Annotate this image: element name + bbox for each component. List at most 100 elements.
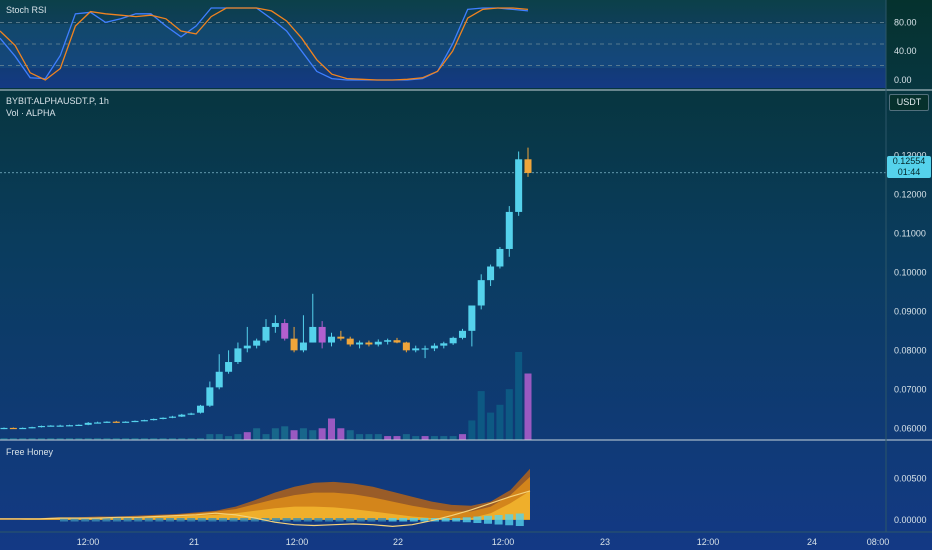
candle-body <box>402 342 410 351</box>
time-tick-label: 12:00 <box>697 537 720 547</box>
honey-tick-label: 0.00000 <box>894 515 927 525</box>
candle-body <box>253 340 261 346</box>
candle-body <box>9 427 17 430</box>
candle-body <box>365 342 373 345</box>
honey-histogram-bar <box>452 518 461 522</box>
honey-title: Free Honey <box>6 447 54 457</box>
honey-histogram-bar <box>515 513 524 527</box>
candle-body <box>0 427 8 430</box>
volume-bar <box>309 430 317 440</box>
candle-body <box>440 343 448 346</box>
volume-bar <box>140 438 148 440</box>
honey-area <box>0 476 530 520</box>
volume-bar <box>421 436 429 440</box>
volume-bar <box>47 438 55 440</box>
volume-bar <box>206 434 214 440</box>
candle-body <box>206 387 214 406</box>
honey-histogram-bar <box>187 518 196 522</box>
volume-bar <box>56 438 64 440</box>
volume-bar <box>9 438 17 440</box>
candle-body <box>131 420 139 423</box>
candle-body <box>19 427 27 430</box>
volume-bar <box>449 436 457 440</box>
stoch-k-line <box>0 7 529 81</box>
volume-bar <box>178 438 186 440</box>
honey-histogram-bar <box>219 518 227 522</box>
candle-body <box>505 211 513 249</box>
stoch-d-line <box>0 7 529 81</box>
stoch-tick-label: 0.00 <box>894 75 912 85</box>
honey-histogram-bar <box>282 518 291 522</box>
candle-body <box>271 323 279 327</box>
honey-histogram-bar <box>123 518 132 522</box>
volume-bar <box>515 352 523 440</box>
volume-bar <box>346 430 354 440</box>
honey-histogram-bar <box>335 518 344 522</box>
honey-histogram-bar <box>409 518 418 522</box>
candle-body <box>327 336 336 343</box>
volume-bar <box>487 412 495 440</box>
honey-histogram-bar <box>494 515 503 525</box>
honey-histogram-bar <box>102 518 111 522</box>
candle-body <box>346 338 354 345</box>
volume-bar <box>122 438 130 440</box>
price-tick-label: 0.12000 <box>894 189 927 199</box>
honey-histogram-bar <box>441 518 450 522</box>
honey-histogram-bar <box>113 518 121 522</box>
honey-histogram-bar <box>484 515 492 524</box>
candle-body <box>94 422 102 424</box>
candle-body <box>393 340 401 343</box>
volume-bar <box>524 373 532 440</box>
volume-bar <box>318 428 326 440</box>
volume-bar <box>253 428 261 440</box>
candle-body <box>150 418 158 421</box>
honey-histogram-bar <box>303 518 312 522</box>
volume-bar <box>75 438 83 440</box>
honey-histogram-bar <box>155 518 164 522</box>
candle-body <box>309 326 317 343</box>
price-tick-label: 0.10000 <box>894 267 927 277</box>
candle-body <box>84 422 92 425</box>
honey-histogram-bar <box>462 517 471 523</box>
candle-body <box>458 330 467 338</box>
volume-bar <box>103 438 111 440</box>
price-tick-label: 0.11000 <box>894 228 926 238</box>
volume-bar <box>19 438 27 440</box>
honey-histogram-bar <box>197 518 206 522</box>
honey-histogram-bar <box>134 518 143 522</box>
symbol-title: BYBIT:ALPHAUSDT.P, 1h <box>6 96 109 106</box>
candle-body <box>140 420 148 422</box>
volume-bar <box>271 428 279 440</box>
candle-body <box>159 417 167 419</box>
currency-button[interactable]: USDT <box>889 94 929 111</box>
volume-bar <box>65 438 74 440</box>
time-tick-label: 08:00 <box>867 537 890 547</box>
honey-histogram-bar <box>346 518 355 522</box>
candle-body <box>384 340 392 342</box>
candle-body <box>262 326 270 341</box>
price-tick-label: 0.13000 <box>894 150 927 160</box>
candle-body <box>496 248 504 267</box>
candle-body <box>225 362 233 372</box>
candle-body <box>243 345 251 349</box>
volume-bar <box>393 436 401 440</box>
candle-body <box>75 424 83 426</box>
honey-tick-label: 0.00500 <box>894 474 927 484</box>
honey-histogram-bar <box>399 518 408 522</box>
volume-bar <box>327 418 336 440</box>
price-tick-label: 0.08000 <box>894 345 927 355</box>
stoch-tick-label: 80.00 <box>894 17 917 27</box>
price-tick-label: 0.06000 <box>894 423 927 433</box>
volume-bar <box>468 420 476 440</box>
time-tick-label: 12:00 <box>286 537 309 547</box>
candle-body <box>28 427 36 429</box>
volume-bar <box>477 391 485 440</box>
honey-histogram-bar <box>505 514 514 526</box>
candle-body <box>468 305 476 331</box>
candle-body <box>47 425 55 427</box>
candle-body <box>234 348 242 363</box>
price-tick-label: 0.09000 <box>894 306 927 316</box>
candle-body <box>65 425 74 427</box>
